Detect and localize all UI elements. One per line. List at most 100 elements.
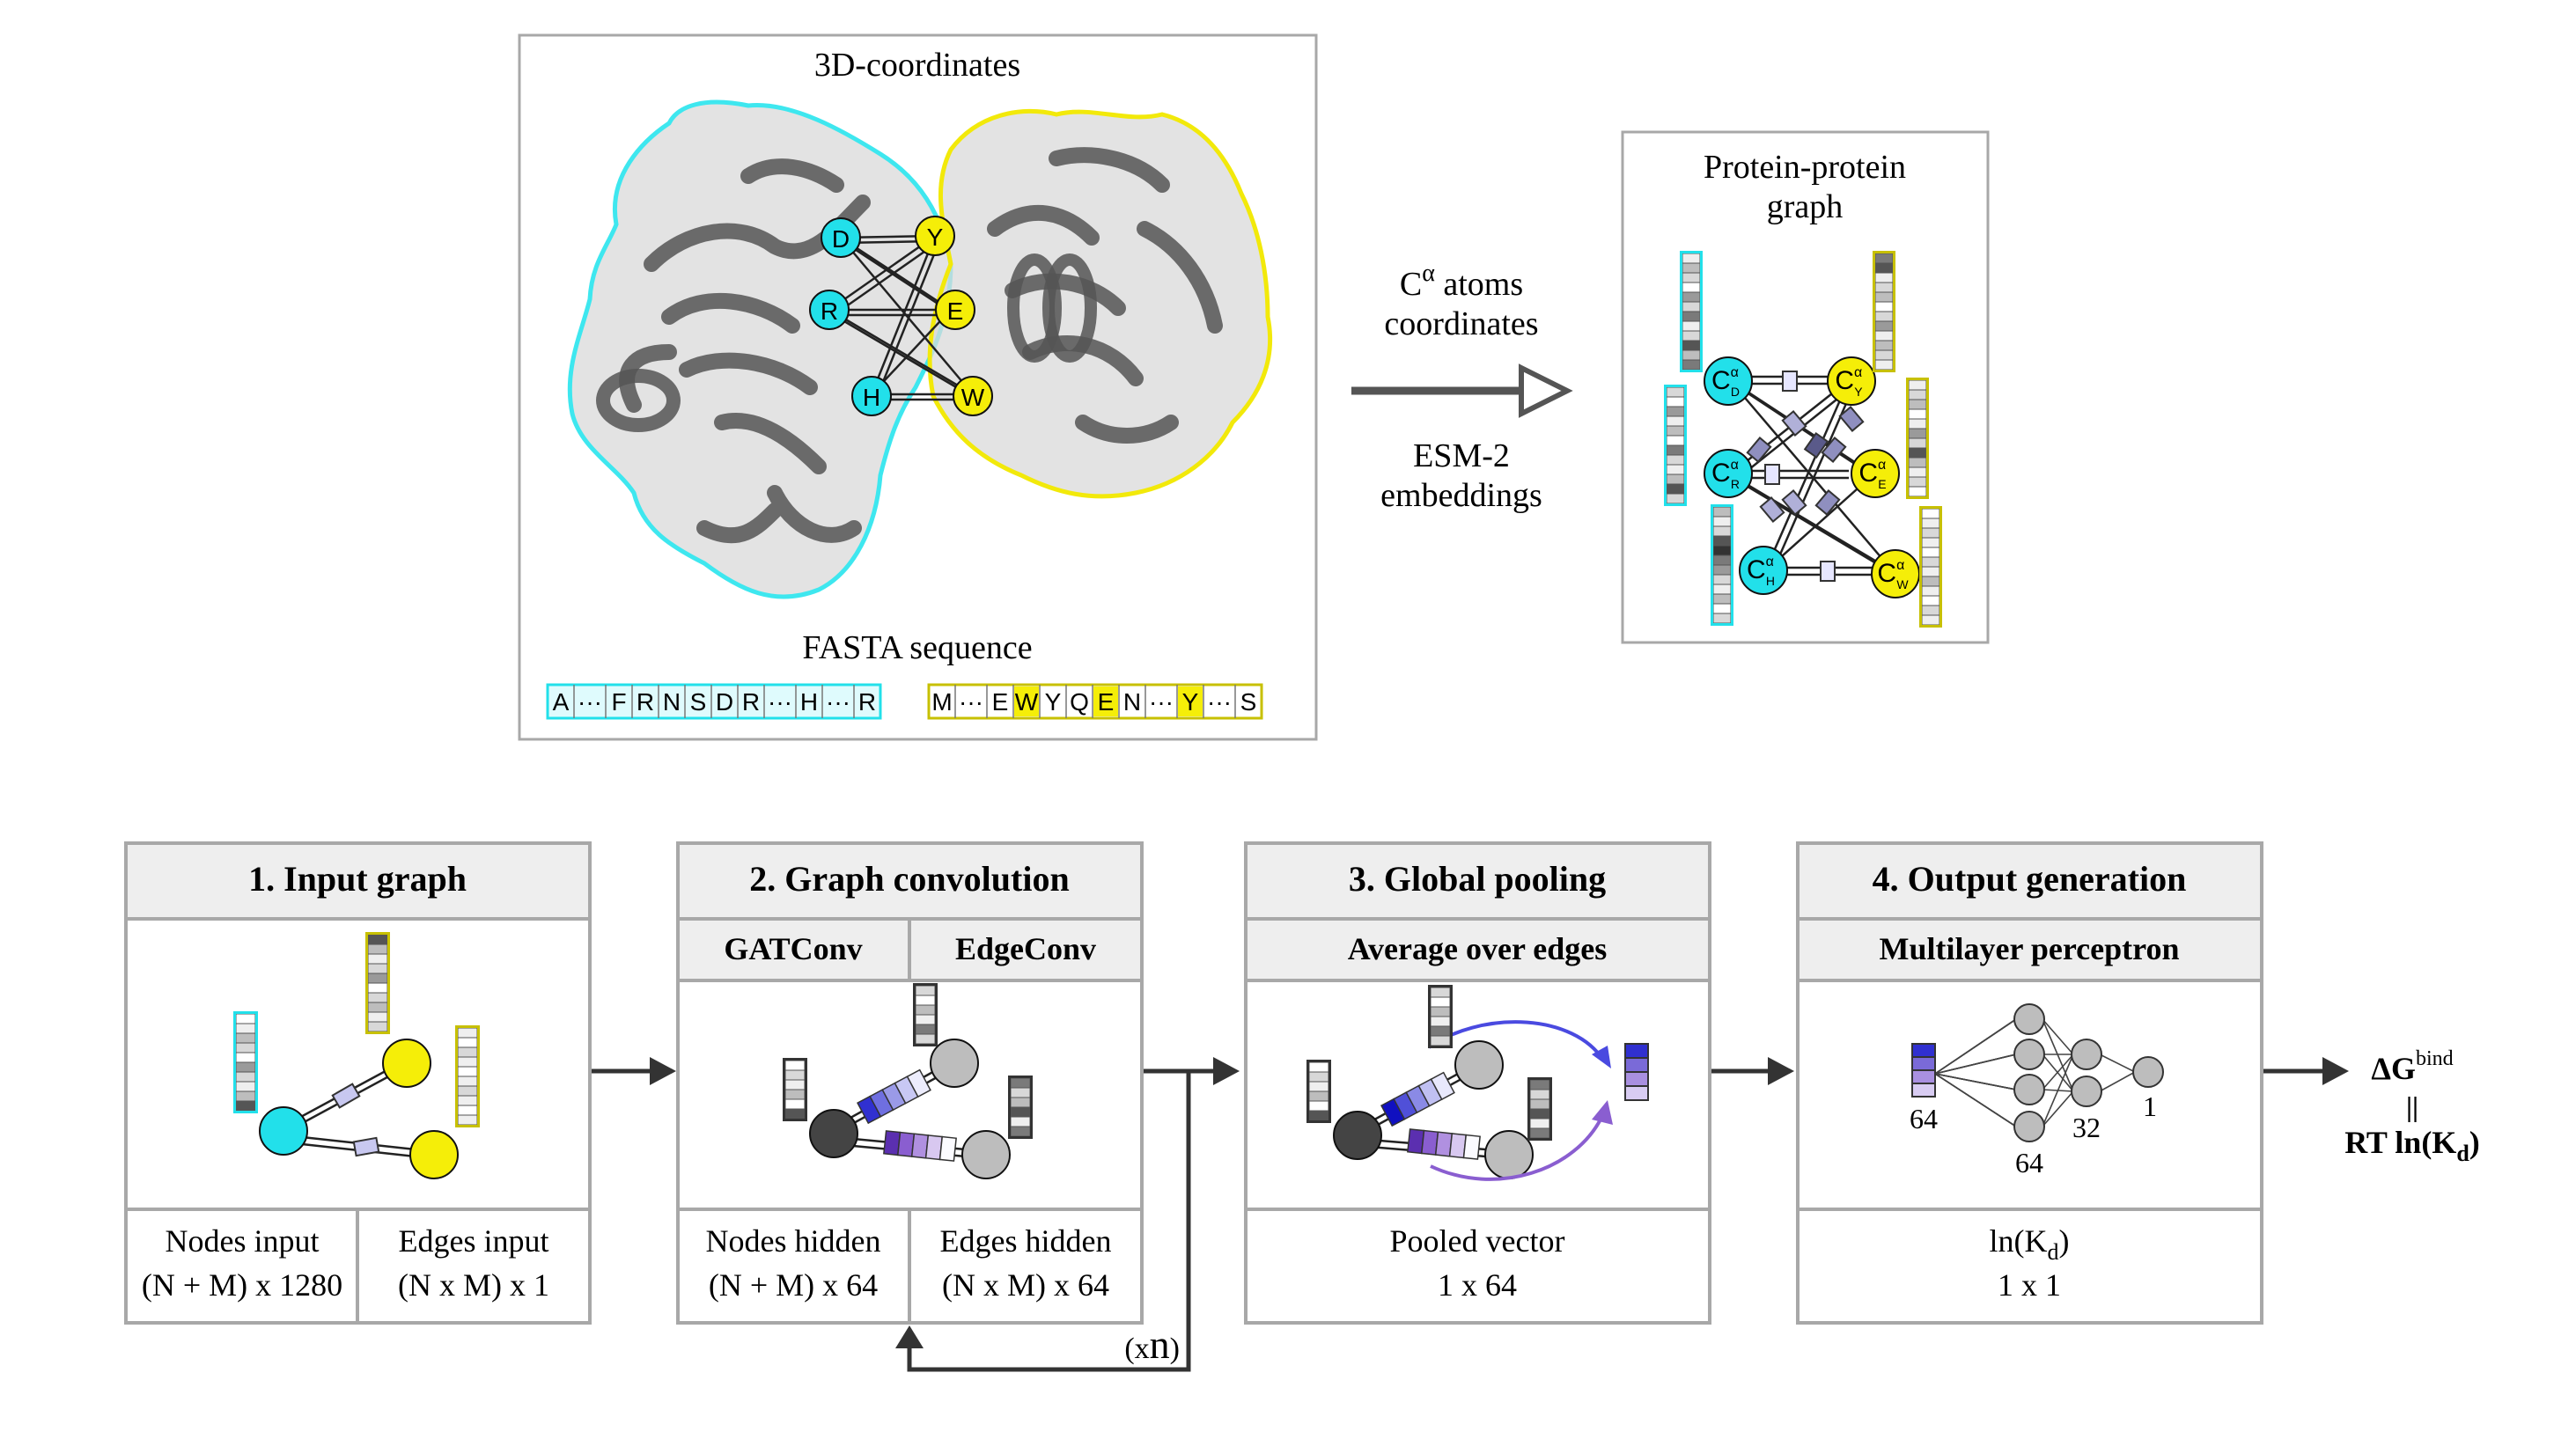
- sequence-highlight: [1178, 686, 1203, 716]
- mlp-layer-label: 1: [2143, 1090, 2157, 1122]
- stage1-nodes-label: Nodes input: [166, 1223, 320, 1259]
- feature-vector: [1428, 985, 1453, 1048]
- residue-node-b2: [935, 290, 975, 330]
- feature-vector: [233, 1011, 258, 1113]
- feature-vector: [1008, 1076, 1033, 1139]
- stage2-graph-illustration: [783, 983, 1033, 1179]
- sequence-frame: [546, 683, 882, 720]
- mlp-input-vector: [1911, 1056, 1936, 1071]
- equality-sign: ||: [2406, 1090, 2418, 1122]
- stage1-edges-dim: (N x M) x 1: [398, 1267, 549, 1303]
- sequence-residue: M: [931, 688, 952, 716]
- residue-node-a1: [821, 217, 861, 258]
- arrow-stage1-to-stage2: [592, 1057, 676, 1085]
- pooled-vector-icon: [1624, 1043, 1649, 1101]
- sequence-residue: N: [1123, 688, 1141, 716]
- stage4-title: 4. Output generation: [1873, 859, 2187, 899]
- arrow-head: [1519, 363, 1573, 418]
- mlp-neuron: [2013, 1003, 2045, 1035]
- residue-label-b1: Y: [927, 224, 944, 251]
- sequence-residue: S: [1240, 688, 1257, 716]
- stage2-sub-left: GATConv: [724, 931, 862, 966]
- feature-vector: [1919, 506, 1942, 628]
- stage3-out-label: Pooled vector: [1390, 1223, 1565, 1259]
- graph-node-features: [1664, 251, 1942, 628]
- stage-output-generation: 4. Output generation Multilayer perceptr…: [1796, 841, 2263, 1325]
- sequence-residue: E: [1098, 688, 1115, 716]
- stage3-graph-illustration: [1306, 985, 1649, 1181]
- sequence-residue: ···: [1149, 688, 1174, 716]
- graph-node-label: Cα E: [1858, 458, 1886, 491]
- arrow-label-top-line2: coordinates: [1384, 305, 1538, 342]
- protein-graph-panel: Protein-protein graph Cα DCα RCα HCα YCα ECα: [1621, 130, 1990, 644]
- feature-vector: [783, 1058, 807, 1121]
- stage2-node-dark: [809, 1109, 858, 1158]
- feature-vector: [913, 983, 938, 1046]
- stage2-sub-right: EdgeConv: [955, 931, 1096, 966]
- stage2-edges-label: Edges hidden: [940, 1223, 1112, 1259]
- rt-ln-kd: RT ln(Kd): [2344, 1125, 2480, 1166]
- stage3-node-bottom: [1484, 1130, 1534, 1179]
- feature-vector: [365, 932, 390, 1034]
- repeat-loop-label: (xn): [1124, 1322, 1180, 1367]
- graph-title-line2: graph: [1767, 188, 1844, 225]
- sequence-residue: ···: [1207, 688, 1232, 716]
- stage-graph-convolution: 2. Graph convolution GATConv EdgeConv No…: [676, 841, 1144, 1325]
- sequence-residue: R: [637, 688, 654, 716]
- stage2-edges-dim: (N x M) x 64: [942, 1267, 1109, 1303]
- mlp-neuron: [2071, 1076, 2102, 1107]
- feature-vector: [1306, 1060, 1331, 1123]
- mlp-neuron: [2013, 1111, 2045, 1142]
- sequence-residue: ···: [959, 688, 983, 716]
- stage4-out-label: ln(Kd): [1990, 1223, 2070, 1265]
- stage1-feature-yellow-bottom: [455, 1025, 480, 1127]
- stage3-feature-right: [1527, 1077, 1552, 1141]
- graph-node: [1739, 546, 1788, 595]
- residue-label-a2: R: [821, 297, 838, 325]
- sequence-residue: ···: [826, 688, 850, 716]
- residue-node-a2: [809, 290, 850, 330]
- graph-node-label: Cα H: [1747, 554, 1775, 588]
- sequence-b: M ··· E W Y Q E N ··· Y ··· S: [927, 683, 1263, 720]
- arrow-stage2-to-stage3: [1144, 1057, 1240, 1085]
- stage2-nodes-label: Nodes hidden: [706, 1223, 881, 1259]
- sequence-residue: F: [611, 688, 626, 716]
- coords-title: 3D-coordinates: [814, 47, 1020, 84]
- stage2-node-top: [930, 1039, 979, 1088]
- stage1-node-cyan: [259, 1106, 308, 1156]
- repeat-loop: (xn): [895, 1071, 1191, 1372]
- mlp-input-vector: [1911, 1043, 1936, 1058]
- mlp-input-vector: [1911, 1069, 1936, 1084]
- graph-title-line1: Protein-protein: [1704, 149, 1906, 186]
- arrow-label-bottom-line2: embeddings: [1380, 477, 1542, 514]
- mlp-neuron: [2013, 1039, 2045, 1070]
- graph-edge-features: [1746, 371, 1865, 582]
- sequence-residue: ···: [768, 688, 792, 716]
- mlp-neuron: [2013, 1074, 2045, 1105]
- sequence-residue: W: [1015, 688, 1039, 716]
- sequence-highlight: [1014, 686, 1039, 716]
- stage4-sub: Multilayer perceptron: [1880, 931, 2180, 966]
- residue-node-a3: [851, 376, 892, 416]
- stage4-out-dim: 1 x 1: [1998, 1267, 2061, 1303]
- stage2-feature-right: [1008, 1076, 1033, 1139]
- arrow-stage4-to-output: [2263, 1057, 2349, 1085]
- residue-label-a1: D: [832, 225, 850, 253]
- sequence-residue: Y: [1045, 688, 1062, 716]
- mlp-layer-label: 64: [2015, 1147, 2043, 1178]
- stage3-out-dim: 1 x 64: [1438, 1267, 1517, 1303]
- stage3-feature-top: [1428, 985, 1453, 1048]
- pooling-arrow-bottom: [1430, 1115, 1604, 1181]
- graph-node: [1704, 449, 1753, 498]
- graph-node-label: Cα R: [1711, 458, 1740, 491]
- fasta-title: FASTA sequence: [802, 629, 1032, 666]
- sequence-residue: H: [800, 688, 818, 716]
- graph-node: [1851, 449, 1900, 498]
- stage2-title: 2. Graph convolution: [749, 859, 1069, 899]
- mlp-neuron: [2132, 1056, 2164, 1088]
- stage3-feature-left: [1306, 1060, 1331, 1123]
- sequence-residue: D: [716, 688, 733, 716]
- arrow-label-bottom: ESM-2: [1413, 437, 1510, 474]
- feature-vector: [1711, 504, 1733, 626]
- stage3-sub: Average over edges: [1348, 931, 1608, 966]
